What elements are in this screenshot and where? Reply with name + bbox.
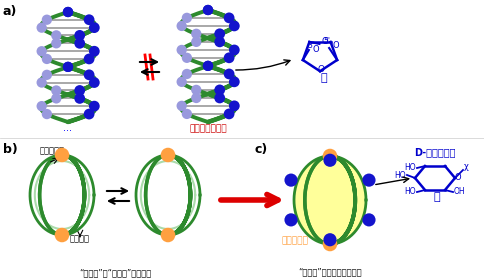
Point	[182, 16, 190, 20]
Point	[38, 25, 45, 30]
Point	[64, 10, 72, 14]
Point	[230, 24, 238, 28]
Point	[215, 40, 223, 44]
Point	[178, 48, 185, 52]
Text: HO: HO	[404, 163, 415, 173]
Point	[90, 25, 98, 30]
Text: “左巻き”らせん型カプセル: “左巻き”らせん型カプセル	[298, 267, 361, 276]
Text: 右巻き（通常）: 右巻き（通常）	[189, 124, 227, 133]
Text: O: O	[312, 45, 319, 54]
Point	[43, 73, 51, 77]
Point	[182, 112, 190, 116]
Point	[325, 242, 333, 246]
Point	[178, 24, 185, 28]
Text: 5': 5'	[323, 37, 330, 46]
Point	[178, 80, 185, 84]
Point	[192, 40, 200, 44]
Point	[325, 154, 333, 158]
Point	[192, 96, 200, 100]
Text: 金属イオン: 金属イオン	[40, 146, 65, 155]
Point	[38, 80, 45, 85]
Point	[90, 104, 98, 108]
Text: ...: ...	[63, 123, 72, 133]
Point	[225, 16, 232, 20]
Text: 砂: 砂	[320, 73, 327, 83]
Point	[225, 56, 232, 60]
Point	[76, 96, 83, 101]
Point	[192, 32, 200, 36]
Point	[325, 158, 333, 162]
Text: b): b)	[3, 143, 18, 156]
Point	[230, 48, 238, 52]
Point	[182, 56, 190, 60]
Point	[204, 8, 212, 12]
Point	[85, 73, 93, 77]
Point	[58, 233, 66, 237]
Text: キラル空間: キラル空間	[281, 236, 308, 245]
Point	[58, 153, 66, 157]
Text: HO: HO	[393, 170, 405, 180]
Point	[52, 41, 60, 46]
Text: O: O	[321, 37, 327, 46]
Text: χ: χ	[463, 162, 468, 171]
Point	[364, 218, 372, 222]
Text: D-グルコース: D-グルコース	[413, 147, 455, 157]
Text: OH: OH	[453, 187, 465, 197]
Point	[215, 96, 223, 100]
Point	[52, 96, 60, 101]
Point	[76, 41, 83, 46]
Point	[192, 88, 200, 92]
Point	[76, 88, 83, 93]
Point	[52, 33, 60, 38]
Point	[164, 233, 171, 237]
Text: 3': 3'	[307, 41, 314, 50]
Point	[164, 153, 171, 157]
Point	[43, 18, 51, 22]
Point	[287, 218, 294, 222]
Point	[325, 237, 333, 242]
Text: O: O	[317, 65, 324, 74]
Point	[76, 33, 83, 38]
Point	[85, 57, 93, 61]
Text: c): c)	[255, 143, 268, 156]
Point	[364, 178, 372, 182]
Point	[64, 10, 72, 14]
Point	[182, 72, 190, 76]
Point	[178, 104, 185, 108]
Point	[38, 49, 45, 53]
Point	[204, 64, 212, 68]
Point	[204, 8, 212, 12]
Point	[90, 80, 98, 85]
Text: a): a)	[3, 5, 17, 18]
Text: O: O	[332, 41, 338, 50]
Point	[225, 112, 232, 116]
Text: HO: HO	[404, 187, 415, 197]
Point	[64, 65, 72, 69]
Point	[215, 32, 223, 36]
Point	[85, 18, 93, 22]
Point	[215, 88, 223, 92]
Point	[204, 64, 212, 68]
Text: “左巻き”と“右巻き”の混合物: “左巻き”と“右巻き”の混合物	[79, 268, 151, 277]
Text: 砂: 砂	[433, 192, 439, 202]
Point	[43, 57, 51, 61]
Point	[230, 104, 238, 108]
Text: O: O	[454, 173, 461, 182]
Point	[38, 104, 45, 108]
Point	[90, 49, 98, 53]
Point	[287, 178, 294, 182]
Point	[85, 112, 93, 116]
Point	[225, 72, 232, 76]
Text: 有機分子: 有機分子	[70, 234, 90, 243]
Point	[230, 80, 238, 84]
Polygon shape	[293, 156, 365, 244]
Point	[64, 65, 72, 69]
Point	[52, 88, 60, 93]
Point	[43, 112, 51, 116]
